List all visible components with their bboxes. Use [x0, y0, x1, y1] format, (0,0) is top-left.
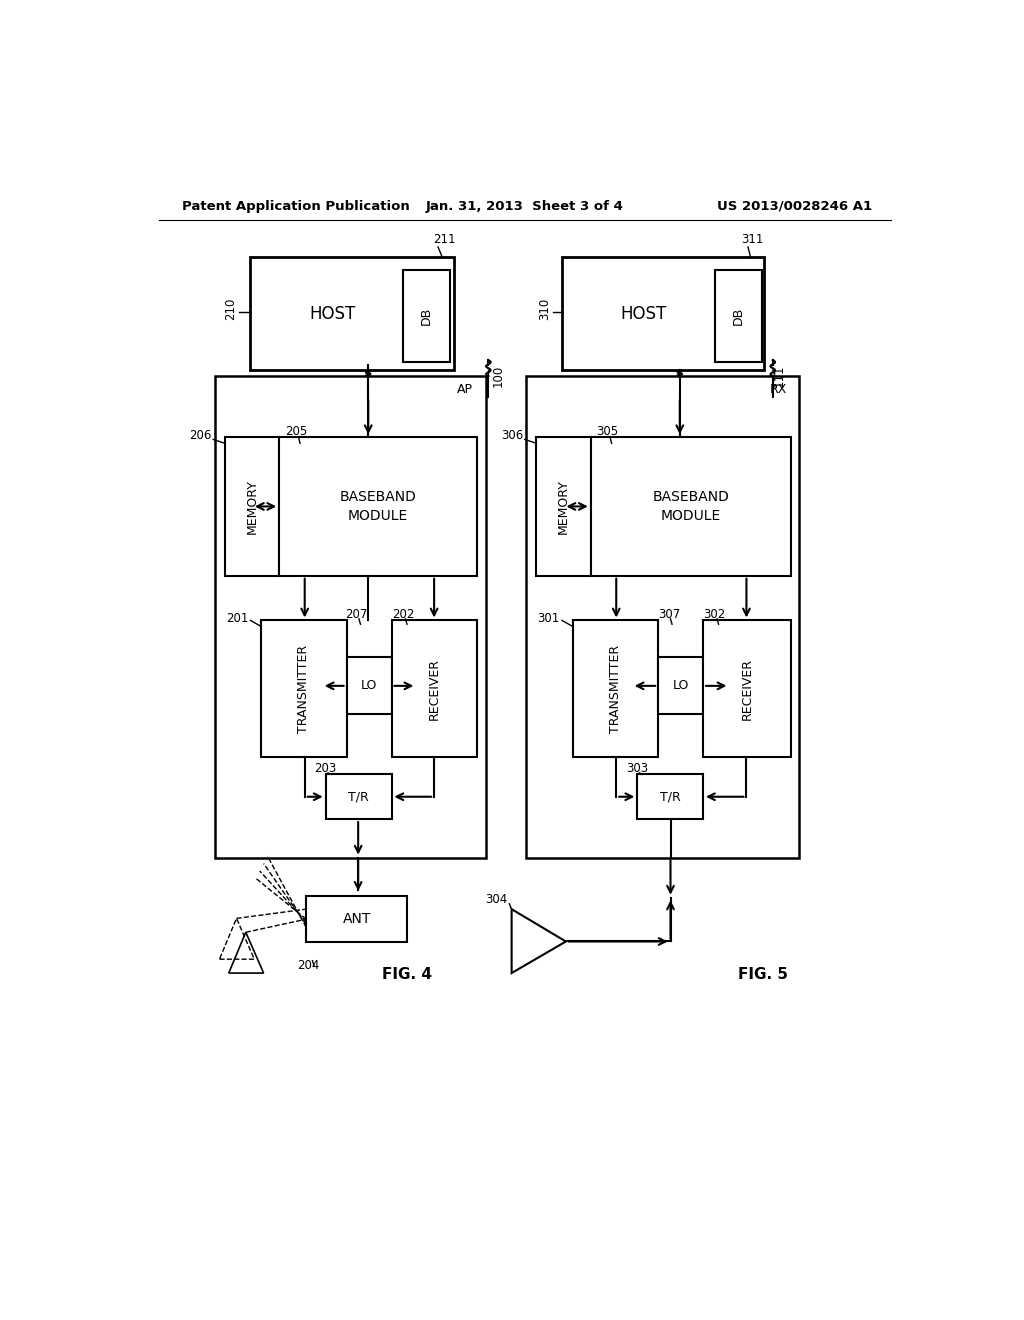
Text: 303: 303	[626, 762, 648, 775]
Text: AP: AP	[457, 383, 473, 396]
Text: 207: 207	[345, 607, 368, 620]
Text: 310: 310	[539, 297, 552, 319]
Text: 304: 304	[485, 894, 508, 907]
Bar	[572, 620, 658, 758]
Bar	[225, 437, 280, 576]
Bar	[526, 376, 799, 858]
Bar	[703, 620, 791, 758]
Text: 204: 204	[297, 958, 319, 972]
Text: 111: 111	[772, 364, 785, 387]
Bar	[391, 620, 477, 758]
Bar	[306, 896, 407, 942]
Text: 306: 306	[501, 429, 523, 442]
Text: T/R: T/R	[348, 791, 369, 804]
Text: MODULE: MODULE	[348, 508, 408, 523]
Text: 307: 307	[657, 607, 680, 620]
Text: MEMORY: MEMORY	[557, 479, 570, 533]
Text: TRANSMITTER: TRANSMITTER	[609, 645, 622, 733]
Text: Patent Application Publication: Patent Application Publication	[182, 199, 410, 213]
Bar	[562, 257, 764, 370]
Text: LO: LO	[360, 680, 377, 693]
Bar	[537, 437, 591, 576]
Text: MODULE: MODULE	[660, 508, 721, 523]
Text: RECEIVER: RECEIVER	[740, 657, 754, 719]
Text: 305: 305	[596, 425, 618, 438]
Text: T/R: T/R	[659, 791, 681, 804]
Text: HOST: HOST	[309, 305, 355, 322]
Text: DB: DB	[732, 308, 745, 325]
Text: 203: 203	[314, 762, 337, 775]
Text: LO: LO	[673, 680, 689, 693]
Text: Jan. 31, 2013  Sheet 3 of 4: Jan. 31, 2013 Sheet 3 of 4	[426, 199, 624, 213]
Text: 210: 210	[224, 297, 238, 319]
Bar	[346, 657, 391, 714]
Bar	[716, 271, 762, 363]
Text: FIG. 5: FIG. 5	[738, 968, 788, 982]
Text: 206: 206	[189, 429, 212, 442]
Text: DB: DB	[420, 308, 433, 325]
Text: RECEIVER: RECEIVER	[428, 657, 440, 719]
Text: 311: 311	[740, 232, 763, 246]
Text: MEMORY: MEMORY	[246, 479, 258, 533]
Bar	[280, 437, 477, 576]
Bar	[326, 775, 391, 818]
Polygon shape	[512, 909, 566, 973]
Text: HOST: HOST	[621, 305, 667, 322]
Text: 202: 202	[392, 607, 415, 620]
Text: US 2013/0028246 A1: US 2013/0028246 A1	[717, 199, 872, 213]
Bar	[261, 620, 346, 758]
Text: RX: RX	[769, 383, 786, 396]
Bar	[251, 257, 454, 370]
Bar	[637, 775, 703, 818]
Text: 205: 205	[285, 425, 307, 438]
Text: 301: 301	[538, 611, 560, 624]
Text: ANT: ANT	[342, 912, 371, 927]
Text: 201: 201	[225, 611, 248, 624]
Bar	[658, 657, 703, 714]
Text: FIG. 4: FIG. 4	[382, 968, 432, 982]
Bar	[591, 437, 791, 576]
Bar	[403, 271, 450, 363]
Text: BASEBAND: BASEBAND	[652, 490, 729, 504]
Text: 100: 100	[492, 364, 505, 387]
Text: 211: 211	[433, 232, 456, 246]
Polygon shape	[228, 932, 263, 973]
Text: 302: 302	[703, 607, 726, 620]
Bar	[215, 376, 486, 858]
Text: BASEBAND: BASEBAND	[340, 490, 417, 504]
Text: TRANSMITTER: TRANSMITTER	[297, 645, 310, 733]
